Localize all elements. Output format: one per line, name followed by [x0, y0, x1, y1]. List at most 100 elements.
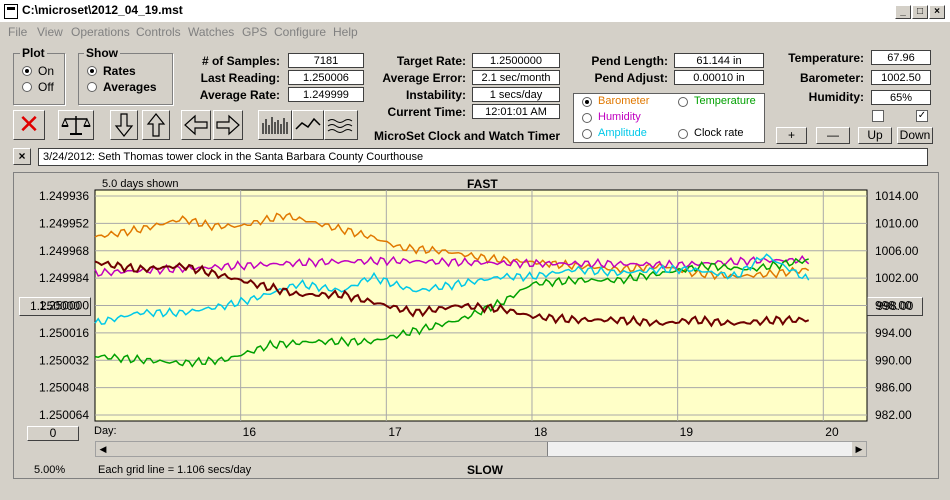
scale-balance-icon[interactable] [58, 110, 94, 140]
note-field[interactable]: 3/24/2012: Seth Thomas tower clock in th… [38, 148, 928, 166]
y-left-tick-label: 1.249952 [39, 216, 89, 230]
horizontal-scrollbar[interactable]: ◀ ▶ [95, 441, 867, 457]
samples-label: # of Samples: [201, 54, 280, 68]
close-button[interactable]: × [929, 5, 945, 19]
y-left-tick-label: 1.250032 [39, 353, 89, 367]
temperature-value: 67.96 [871, 50, 931, 65]
samples-value: 7181 [288, 53, 364, 68]
menu-controls[interactable]: Controls [136, 25, 181, 39]
amplitude-option-label: Amplitude [598, 127, 647, 139]
x-tick-label: 17 [388, 425, 402, 439]
humidity-radio[interactable] [582, 113, 592, 123]
show-group [78, 53, 173, 105]
instability-label: Instability: [405, 88, 466, 102]
y-left-tick-label: 1.249984 [39, 271, 89, 285]
barometer-label: Barometer: [799, 71, 864, 85]
title-bar: C:\microset\2012_04_19.mst _ □ × [0, 0, 950, 23]
percent-label: 5.00% [34, 464, 66, 476]
pend-adjust-value[interactable]: 0.00010 in [674, 70, 764, 85]
app-caption: MicroSet Clock and Watch Timer [374, 129, 561, 143]
x-tick-label: 16 [243, 425, 257, 439]
up-arrow-icon[interactable] [142, 110, 170, 140]
scale-up-button[interactable]: Up [858, 127, 892, 144]
option-checkbox-1[interactable] [872, 110, 884, 122]
instability-value: 1 secs/day [472, 87, 560, 102]
barometer-radio[interactable] [582, 97, 592, 107]
scroll-thumb[interactable] [110, 442, 548, 456]
show-averages-radio[interactable] [87, 82, 97, 92]
menu-configure[interactable]: Configure [274, 25, 327, 39]
y-right-tick-label: 1014.00 [875, 189, 919, 203]
humidity-option-label: Humidity [598, 111, 641, 123]
series-line [94, 254, 810, 277]
last-reading-value: 1.250006 [288, 70, 364, 85]
maximize-button[interactable]: □ [912, 5, 928, 19]
note-close-button[interactable]: × [13, 148, 31, 165]
y-right-tick-label: 998.00 [875, 299, 912, 313]
y-right-tick-label: 994.00 [875, 326, 912, 340]
menu-bar: File View Operations Controls Watches GP… [0, 22, 950, 42]
temperature-radio[interactable] [678, 97, 688, 107]
y-right-tick-label: 1002.00 [875, 271, 919, 285]
clock-rate-option-label: Clock rate [694, 127, 744, 139]
zero-button[interactable]: 0 [27, 426, 79, 441]
minimize-button[interactable]: _ [895, 5, 911, 19]
y-left-tick-label: 1.250048 [39, 381, 89, 395]
average-rate-value: 1.249999 [288, 87, 364, 102]
pend-length-value: 61.144 in [674, 53, 764, 68]
minus-button[interactable]: — [816, 127, 850, 144]
show-group-title: Show [84, 46, 120, 60]
show-rates-radio[interactable] [87, 66, 97, 76]
menu-help[interactable]: Help [333, 25, 358, 39]
right-center-button[interactable]: 998.00 [867, 297, 923, 316]
y-right-tick-label: 986.00 [875, 381, 912, 395]
chart-panel: 5.0 days shown FAST SLOW Each grid line … [13, 172, 939, 479]
chart-svg: 1.249936 1014.00 1.249952 1010.00 1.249968 10… [39, 189, 919, 439]
menu-gps[interactable]: GPS [242, 25, 268, 39]
scroll-right-icon[interactable]: ▶ [852, 442, 866, 456]
current-time-value: 12:01:01 AM [472, 104, 560, 119]
x-tick-label: 19 [680, 425, 694, 439]
show-rates-label: Rates [103, 64, 136, 78]
line-chart-icon[interactable] [292, 110, 324, 140]
plot-off-label: Off [38, 80, 54, 94]
menu-file[interactable]: File [8, 25, 28, 39]
wave-chart-icon[interactable] [324, 110, 358, 140]
target-rate-value: 1.2500000 [472, 53, 560, 68]
plot-off-radio[interactable] [22, 82, 32, 92]
clear-x-icon[interactable]: ✕ [13, 110, 45, 140]
plus-button[interactable]: + [776, 127, 807, 144]
left-arrow-icon[interactable] [181, 110, 211, 140]
center-value-button[interactable]: 1.250000 [19, 297, 91, 316]
y-right-tick-label: 990.00 [875, 353, 912, 367]
slow-label: SLOW [467, 463, 503, 477]
x-tick-label: 20 [825, 425, 839, 439]
option-checkbox-2[interactable]: ✓ [916, 110, 928, 122]
average-error-label: Average Error: [382, 71, 466, 85]
y-left-tick-label: 1.250064 [39, 408, 89, 422]
target-rate-label: Target Rate: [396, 54, 466, 68]
clock-rate-radio[interactable] [678, 129, 688, 139]
down-arrow-icon[interactable] [110, 110, 138, 140]
plot-on-radio[interactable] [22, 66, 32, 76]
menu-view[interactable]: View [37, 25, 63, 39]
series-line [94, 212, 810, 281]
window-title: C:\microset\2012_04_19.mst [22, 3, 183, 17]
bar-chart-icon[interactable] [258, 110, 292, 140]
series-line [94, 253, 810, 325]
temperature-option-label: Temperature [694, 95, 756, 107]
days-shown-label: 5.0 days shown [102, 178, 179, 190]
plot-group [13, 53, 65, 105]
barometer-option-label: Barometer [598, 95, 650, 107]
plot-on-label: On [38, 64, 55, 78]
humidity-value: 65% [871, 90, 931, 105]
menu-watches[interactable]: Watches [188, 25, 235, 39]
menu-operations[interactable]: Operations [71, 25, 130, 39]
barometer-value: 1002.50 [871, 70, 931, 85]
scroll-left-icon[interactable]: ◀ [96, 442, 110, 456]
right-arrow-icon[interactable] [213, 110, 243, 140]
plot-group-title: Plot [20, 46, 47, 60]
amplitude-radio[interactable] [582, 129, 592, 139]
y-left-tick-label: 1.250000 [39, 299, 89, 313]
scale-down-button[interactable]: Down [897, 127, 933, 144]
